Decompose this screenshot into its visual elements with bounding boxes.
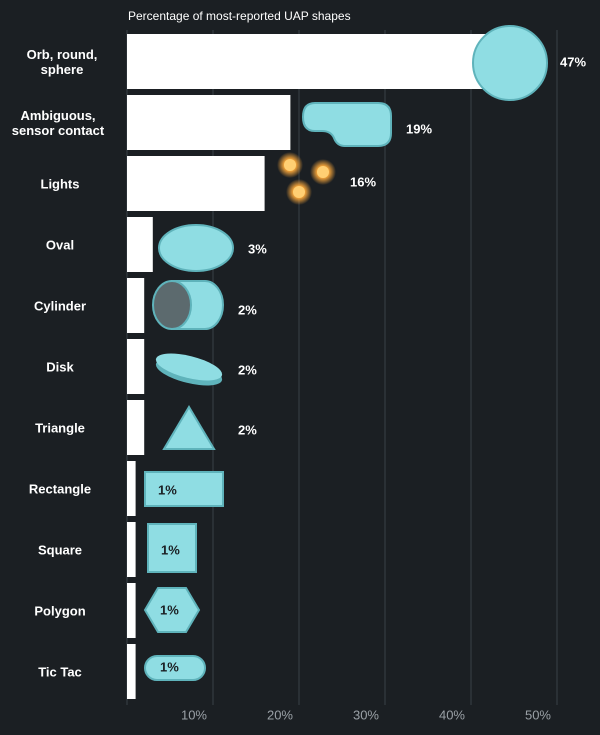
category-label: Orb, round, sphere xyxy=(26,46,98,77)
value-label: 2% xyxy=(238,422,257,437)
bar xyxy=(127,95,291,150)
x-tick-label: 10% xyxy=(181,707,207,722)
category-label: Rectangle xyxy=(28,481,92,496)
x-tick-label: 50% xyxy=(525,707,551,722)
value-label: 19% xyxy=(406,121,432,136)
bar xyxy=(127,34,532,89)
value-label: 47% xyxy=(560,54,586,69)
category-label: Ambiguous, sensor contact xyxy=(11,107,105,138)
bar xyxy=(127,400,145,455)
shape-icon xyxy=(143,587,201,633)
category-label: Lights xyxy=(40,176,80,191)
bar xyxy=(127,278,145,333)
value-label: 16% xyxy=(350,174,376,189)
light-icon xyxy=(293,186,305,198)
category-label: Cylinder xyxy=(33,298,86,313)
chart-title: Percentage of most-reported UAP shapes xyxy=(128,9,351,23)
bar xyxy=(127,644,136,699)
shape-icon xyxy=(301,102,392,147)
light-icon xyxy=(284,159,296,171)
value-label: 2% xyxy=(238,302,257,317)
bar xyxy=(127,583,136,638)
shape-icon xyxy=(144,471,224,507)
category-label: Oval xyxy=(45,237,75,252)
x-tick-label: 30% xyxy=(353,707,379,722)
bar xyxy=(127,339,145,394)
value-label: 1% xyxy=(158,482,177,497)
light-icon xyxy=(317,166,329,178)
shape-icon xyxy=(144,655,206,681)
bar xyxy=(127,522,136,577)
bar xyxy=(127,217,153,272)
x-tick-label: 20% xyxy=(267,707,293,722)
category-label: Tic Tac xyxy=(38,664,82,679)
value-label: 2% xyxy=(238,362,257,377)
x-tick-label: 40% xyxy=(439,707,465,722)
shape-icon xyxy=(162,405,216,450)
category-label: Square xyxy=(37,542,83,557)
value-label: 1% xyxy=(160,659,179,674)
category-label: Triangle xyxy=(35,420,85,435)
value-label: 1% xyxy=(160,602,179,617)
shape-icon xyxy=(472,25,548,101)
shape-icon-end xyxy=(152,280,192,330)
category-label: Disk xyxy=(46,359,74,374)
shape-icon xyxy=(155,353,223,381)
value-label: 1% xyxy=(161,542,180,557)
bar xyxy=(127,156,265,211)
value-label: 3% xyxy=(248,241,267,256)
shape-icon xyxy=(147,523,197,573)
bar xyxy=(127,461,136,516)
shape-icon xyxy=(158,224,234,272)
category-label: Polygon xyxy=(34,603,86,618)
